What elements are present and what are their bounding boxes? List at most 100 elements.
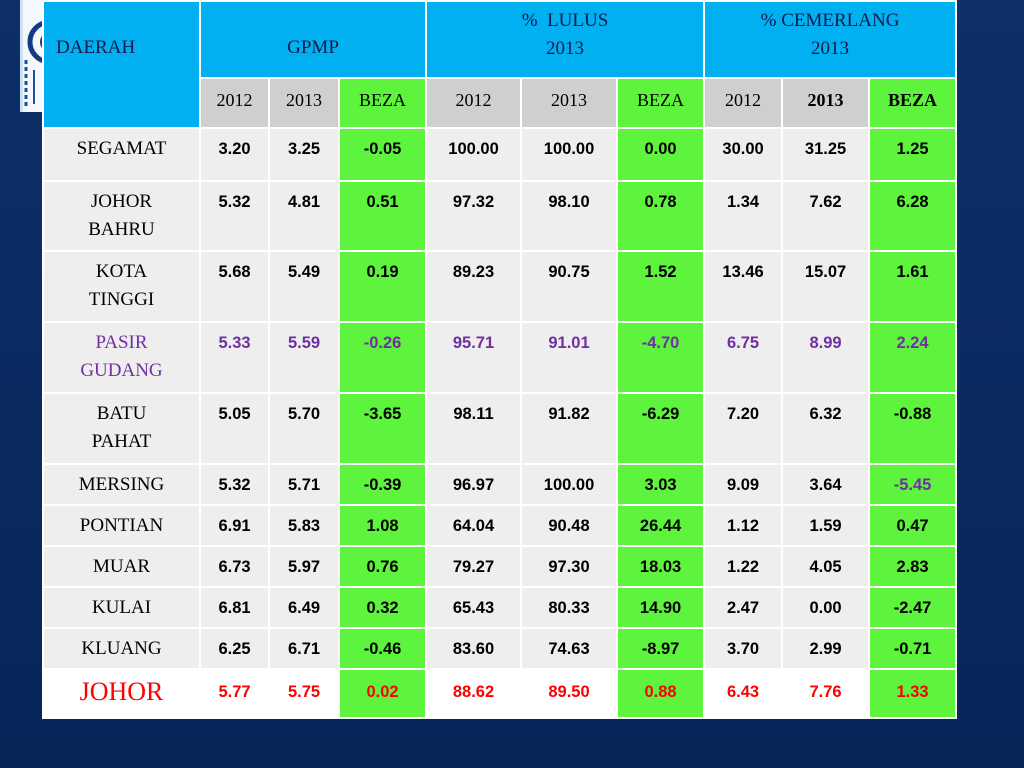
lulus-beza-cell: 0.78 <box>616 180 706 252</box>
gpmp-2012-cell: 6.91 <box>199 504 270 547</box>
gpmp-2013-cell: 5.71 <box>268 463 340 506</box>
gpmp-2013-cell: 5.97 <box>268 545 340 588</box>
district-cell: KULAI <box>42 586 201 629</box>
cemerlang-2012-cell: 13.46 <box>703 250 784 323</box>
cemerlang-2013-cell: 7.76 <box>781 668 871 719</box>
district-cell: PASIR GUDANG <box>42 321 201 394</box>
cemerlang-2012-cell: 3.70 <box>703 627 784 670</box>
gpmp-2012-cell: 6.73 <box>199 545 270 588</box>
subheader-lulus-2013: 2013 <box>520 77 619 129</box>
district-name: KLUANG <box>81 638 162 659</box>
gpmp-2012-cell: 5.32 <box>199 180 270 252</box>
district-name: PASIR <box>95 332 148 353</box>
cemerlang-beza-cell: 0.47 <box>868 504 958 547</box>
lulus-2012-cell: 83.60 <box>425 627 523 670</box>
gpmp-2012-cell: 3.20 <box>199 127 270 182</box>
cemerlang-beza-cell: -0.88 <box>868 392 958 465</box>
table-row: KLUANG 6.25 6.71 -0.46 83.60 74.63 -8.97 3.70 2.… <box>42 627 958 670</box>
header-lulus: % LULUS 2013 <box>425 0 706 79</box>
lulus-2012-cell: 96.97 <box>425 463 523 506</box>
lulus-2013-cell: 100.00 <box>520 463 619 506</box>
subheader-gpmp-2012: 2012 <box>199 77 270 129</box>
lulus-2013-cell: 74.63 <box>520 627 619 670</box>
cemerlang-beza-cell: 6.28 <box>868 180 958 252</box>
lulus-2012-cell: 97.32 <box>425 180 523 252</box>
gpmp-2012-cell: 5.77 <box>199 668 270 719</box>
lulus-beza-cell: 18.03 <box>616 545 706 588</box>
district-name: KULAI <box>91 597 152 618</box>
gpmp-2012-cell: 6.25 <box>199 627 270 670</box>
gpmp-2012-cell: 5.05 <box>199 392 270 465</box>
gpmp-2013-cell: 6.49 <box>268 586 340 629</box>
gpmp-beza-cell: 0.02 <box>337 668 428 719</box>
lulus-2013-cell: 91.82 <box>520 392 619 465</box>
cemerlang-2012-cell: 9.09 <box>703 463 784 506</box>
lulus-2012-cell: 89.23 <box>425 250 523 323</box>
district-cell: KLUANG <box>42 627 201 670</box>
gpmp-beza-cell: -0.05 <box>337 127 428 182</box>
cemerlang-beza-cell: -5.45 <box>868 463 958 506</box>
subheader-cemerlang-beza: BEZA <box>868 77 958 129</box>
district-cell: BATU PAHAT <box>42 392 201 465</box>
cemerlang-beza-cell: 2.83 <box>868 545 958 588</box>
table-row: JOHOR 5.77 5.75 0.02 88.62 89.50 0.88 6.43 7.76 1… <box>42 668 958 719</box>
header-gpmp: GPMP <box>198 0 428 79</box>
lulus-2013-cell: 100.00 <box>520 127 619 182</box>
cemerlang-2013-cell: 31.25 <box>781 127 871 182</box>
cemerlang-2012-cell: 6.75 <box>703 321 784 394</box>
header-gpmp-title: GPMP <box>287 37 339 58</box>
district-name: TINGGI <box>88 289 155 310</box>
gpmp-beza-cell: 0.32 <box>337 586 428 629</box>
table-row: JOHOR BAHRU 5.32 4.81 0.51 97.32 98.10 0.78 1.34… <box>42 180 958 252</box>
cemerlang-2013-cell: 1.59 <box>781 504 871 547</box>
lulus-beza-cell: -4.70 <box>616 321 706 394</box>
lulus-2012-cell: 79.27 <box>425 545 523 588</box>
cemerlang-2013-cell: 6.32 <box>781 392 871 465</box>
gpmp-2013-cell: 5.83 <box>268 504 340 547</box>
results-table: DAERAH GPMP % LULUS 2013 % CEMERLANG 201… <box>42 0 958 719</box>
lulus-2012-cell: 65.43 <box>425 586 523 629</box>
cemerlang-2012-cell: 1.34 <box>703 180 784 252</box>
district-name: MUAR <box>92 556 150 577</box>
lulus-2013-cell: 91.01 <box>520 321 619 394</box>
cemerlang-2013-cell: 8.99 <box>781 321 871 394</box>
header-lulus-title: % LULUS <box>521 10 609 31</box>
cemerlang-2012-cell: 6.43 <box>703 668 784 719</box>
lulus-2013-cell: 90.75 <box>520 250 619 323</box>
lulus-beza-cell: 0.88 <box>616 668 706 719</box>
gpmp-beza-cell: 0.51 <box>337 180 428 252</box>
district-name: SEGAMAT <box>76 138 167 159</box>
gpmp-2012-cell: 5.68 <box>199 250 270 323</box>
gpmp-beza-cell: -0.39 <box>337 463 428 506</box>
table-row: MERSING 5.32 5.71 -0.39 96.97 100.00 3.03 9.09 3… <box>42 463 958 506</box>
lulus-beza-cell: 3.03 <box>616 463 706 506</box>
lulus-2013-cell: 90.48 <box>520 504 619 547</box>
gpmp-beza-cell: 0.19 <box>337 250 428 323</box>
cemerlang-beza-cell: -0.71 <box>868 627 958 670</box>
lulus-beza-cell: 1.52 <box>616 250 706 323</box>
cemerlang-2012-cell: 2.47 <box>703 586 784 629</box>
cemerlang-2013-cell: 3.64 <box>781 463 871 506</box>
subheader-row: 2012 2013 BEZA 2012 2013 BEZA 2012 2013 … <box>43 77 958 129</box>
district-name: BATU <box>96 403 147 424</box>
district-cell: PONTIAN <box>42 504 201 547</box>
district-name: BAHRU <box>88 219 155 240</box>
cemerlang-beza-cell: 1.25 <box>868 127 958 182</box>
district-cell: MUAR <box>42 545 201 588</box>
lulus-beza-cell: 14.90 <box>616 586 706 629</box>
lulus-2012-cell: 98.11 <box>425 392 523 465</box>
district-cell: SEGAMAT <box>42 127 201 182</box>
table-row: PONTIAN 6.91 5.83 1.08 64.04 90.48 26.44 1.12 1.… <box>42 504 958 547</box>
cemerlang-2013-cell: 7.62 <box>781 180 871 252</box>
district-name: JOHOR <box>90 191 153 212</box>
header-cemerlang-year: 2013 <box>811 38 850 59</box>
lulus-beza-cell: 26.44 <box>616 504 706 547</box>
district-cell: JOHOR BAHRU <box>42 180 201 252</box>
lulus-2013-cell: 80.33 <box>520 586 619 629</box>
cemerlang-2012-cell: 1.22 <box>703 545 784 588</box>
gpmp-2013-cell: 3.25 <box>268 127 340 182</box>
cemerlang-beza-cell: 1.61 <box>868 250 958 323</box>
table-row: PASIR GUDANG 5.33 5.59 -0.26 95.71 91.01 -4.70 6… <box>42 321 958 394</box>
cemerlang-2012-cell: 30.00 <box>703 127 784 182</box>
